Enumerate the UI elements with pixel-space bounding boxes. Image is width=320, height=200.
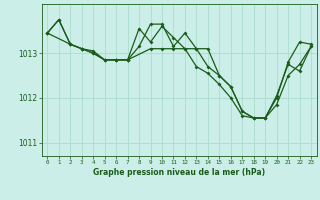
X-axis label: Graphe pression niveau de la mer (hPa): Graphe pression niveau de la mer (hPa) xyxy=(93,168,265,177)
